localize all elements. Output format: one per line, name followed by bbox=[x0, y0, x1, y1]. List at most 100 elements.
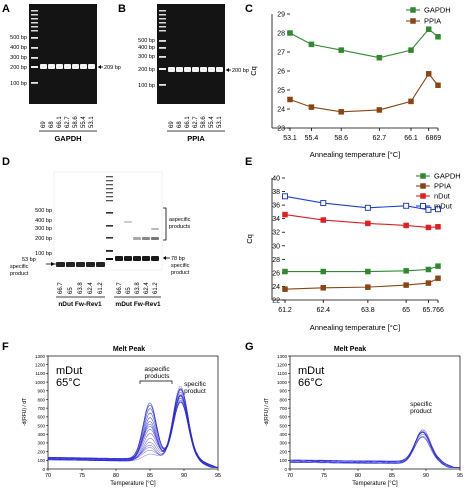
chartE-series-nDut-point-0 bbox=[282, 211, 288, 218]
chartC-series-PPIA-point-6 bbox=[435, 82, 441, 88]
meltG-ytick-label-5: 500 bbox=[279, 423, 287, 428]
chartE-xtick-label-3: 65 bbox=[402, 307, 410, 314]
meltG-ytick-label-3: 300 bbox=[279, 441, 287, 446]
gel-d-ladder-label-4: 200 bp bbox=[35, 236, 52, 242]
gel-a-ladder-label-3: 300 bp bbox=[10, 55, 27, 61]
gel-a-ladder-label-5: 100 bp bbox=[10, 81, 27, 87]
meltF-xtick-label-2: 80 bbox=[113, 473, 119, 479]
gel-b-ladder-label-4: 200 bp bbox=[138, 67, 155, 73]
gel-d-left-bp: 53 bp bbox=[22, 257, 36, 263]
chart-c-xlabel: Annealing temperature [°C] bbox=[310, 150, 401, 159]
chartC-series-GAPDH-point-5 bbox=[425, 26, 432, 32]
chartE-series-GAPDH-point-4 bbox=[425, 266, 432, 273]
gel-d-left-label-2: product bbox=[10, 271, 29, 277]
chartE-series-nDut-point-2 bbox=[365, 220, 371, 227]
panel-letter-a: A bbox=[2, 3, 10, 15]
meltF-xtick-label-1: 75 bbox=[79, 473, 85, 479]
chartC-series-PPIA-point-0 bbox=[287, 96, 293, 103]
meltF-curve-4 bbox=[47, 388, 218, 468]
melt-g: Melt Peak 0 100 200 300 400 500 600 700 800 900 10… bbox=[264, 346, 463, 487]
meltF-curve-1 bbox=[47, 388, 219, 468]
panel-letter-g: G bbox=[245, 341, 254, 353]
melt-f-aspecific-2: products bbox=[145, 373, 171, 380]
chart-e-xlabel: Annealing temperature [°C] bbox=[310, 323, 401, 332]
gel-a-lane-3: 66.1 bbox=[57, 116, 63, 128]
gel-d-right-group: mDut Fw-Rev1 bbox=[115, 301, 161, 308]
gel-a-ladder-label-1: 500 bp bbox=[10, 35, 27, 41]
chartE-series-nDut-point-5 bbox=[435, 224, 441, 230]
chartC-ytick-label-5: 28 bbox=[277, 31, 285, 38]
chartE-series-PPIA-point-0 bbox=[282, 286, 288, 292]
melt-f-xlabel: Temperature [°C] bbox=[110, 481, 156, 487]
gel-d-aspecific-2: products bbox=[169, 224, 190, 230]
melt-g-specific-2: product bbox=[410, 408, 432, 415]
chartE-series-GAPDH-point-5 bbox=[435, 263, 441, 269]
gel-d-left-group: nDut Fw-Rev1 bbox=[58, 301, 102, 308]
meltG-ytick-label-7: 700 bbox=[279, 406, 287, 411]
gel-d-background bbox=[53, 171, 163, 271]
chart-c-legend: GAPDH PPIA bbox=[406, 6, 451, 26]
gel-b-ladder-label-2: 400 bp bbox=[138, 45, 155, 51]
gel-d-left-arrowhead bbox=[51, 262, 55, 266]
meltG-ytick-label-1: 100 bbox=[279, 458, 287, 463]
gel-b-ladder-label-1: 500 bp bbox=[138, 38, 155, 44]
meltG-curve-9 bbox=[289, 429, 460, 468]
meltF-ytick-label-12: 1200 bbox=[35, 362, 46, 367]
meltF-ytick-label-13: 1300 bbox=[35, 354, 46, 359]
chartE-legend-label-1: PPIA bbox=[434, 182, 451, 191]
chartC-legend-marker-1 bbox=[410, 18, 416, 24]
chartE-legend-marker-2 bbox=[420, 193, 426, 199]
meltF-ytick-label-1: 100 bbox=[37, 458, 45, 463]
chartC-series-GAPDH-point-0 bbox=[287, 30, 293, 36]
meltG-xtick-label-1: 75 bbox=[321, 473, 327, 479]
panel-letter-f: F bbox=[2, 341, 9, 353]
gel-d-ladder-label-5: 100 bp bbox=[35, 251, 52, 257]
chartE-legend-marker-3 bbox=[420, 203, 426, 209]
gel-d-right-label-2: product bbox=[171, 270, 190, 276]
gel-b-lane-4: 62.7 bbox=[193, 116, 199, 128]
chartE-series-PPIA-point-3 bbox=[403, 282, 409, 288]
meltG-ytick-label-9: 900 bbox=[279, 389, 287, 394]
chartE-ytick-label-5: 32 bbox=[272, 230, 280, 237]
gel-d-left-lane-1: 66.7 bbox=[58, 282, 64, 294]
meltG-xtick-label-4: 90 bbox=[423, 473, 429, 479]
meltF-ytick-label-4: 400 bbox=[37, 432, 45, 437]
chartC-ytick-label-4: 27 bbox=[277, 50, 285, 57]
chartE-xtick-label-1: 62.4 bbox=[316, 307, 330, 314]
chartE-ytick-label-9: 40 bbox=[272, 176, 280, 183]
chartC-xtick-label-4: 66.1 bbox=[404, 135, 418, 142]
gel-a-arrowhead bbox=[98, 65, 101, 69]
chartE-series-mDut-point-2 bbox=[364, 204, 371, 211]
chartC-xtick-label-1: 55.4 bbox=[305, 135, 319, 142]
chartE-series-nDut-point-4 bbox=[425, 224, 432, 231]
melt-g-temp: 66°C bbox=[298, 377, 323, 389]
chartE-legend-marker-0 bbox=[420, 173, 426, 179]
chartC-series-PPIA-point-3 bbox=[376, 107, 383, 113]
chartE-series-mDut-point-0 bbox=[282, 193, 288, 200]
panel-letter-e: E bbox=[245, 156, 252, 168]
chartC-ytick-label-3: 26 bbox=[277, 69, 285, 76]
gel-b-sample-bands bbox=[168, 67, 223, 72]
chartE-series-mDut-line bbox=[284, 195, 439, 211]
melt-g-ylabel: -d(RFU) / dT bbox=[264, 398, 270, 426]
chartC-series-GAPDH-point-2 bbox=[338, 47, 344, 53]
melt-g-curves bbox=[289, 429, 460, 468]
meltG-xtick-label-5: 95 bbox=[457, 473, 463, 479]
gel-d-left-lane-3: 63.8 bbox=[78, 282, 84, 294]
meltF-ytick-label-0: 0 bbox=[42, 467, 45, 472]
gel-d-aspecific-1: aspecific bbox=[169, 217, 191, 223]
gel-d-right-lane-4: 62.4 bbox=[144, 282, 150, 294]
chartE-ytick-label-4: 30 bbox=[272, 243, 280, 250]
meltF-xtick-label-0: 70 bbox=[45, 473, 51, 479]
meltG-ytick-label-8: 800 bbox=[279, 397, 287, 402]
meltF-ytick-label-7: 700 bbox=[37, 406, 45, 411]
chartE-series-PPIA-point-1 bbox=[320, 285, 326, 291]
chartC-ytick-label-6: 29 bbox=[277, 12, 285, 19]
gel-a-lane-4: 62.7 bbox=[65, 116, 71, 128]
chartE-series-GAPDH-line bbox=[285, 265, 439, 273]
meltG-xtick-label-2: 80 bbox=[355, 473, 361, 479]
gel-b-ladder-label-3: 300 bp bbox=[138, 54, 155, 60]
meltG-ytick-label-11: 1100 bbox=[277, 371, 287, 376]
